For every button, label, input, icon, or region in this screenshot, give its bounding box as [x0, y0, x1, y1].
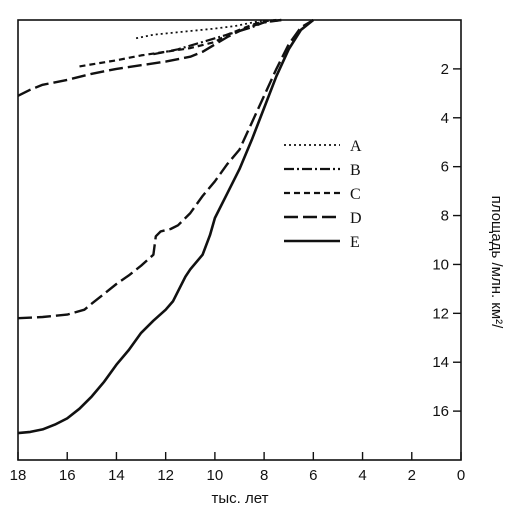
series-line-unlabeled	[17, 18, 314, 320]
x-tick-label: 18	[10, 467, 27, 484]
legend-label-b: B	[350, 162, 361, 179]
y-tick-label: 8	[441, 208, 449, 225]
plot-frame	[17, 19, 462, 461]
x-tick-label: 14	[108, 467, 125, 484]
series-line-e	[17, 18, 315, 435]
x-tick-label: 0	[457, 467, 465, 484]
x-axis-title: тыс. лет	[212, 490, 269, 507]
x-tick-label: 6	[309, 467, 317, 484]
x-tick-label: 2	[408, 467, 416, 484]
y-tick-label: 6	[441, 159, 449, 176]
y-tick-label: 16	[432, 403, 449, 420]
y-tick-label: 10	[432, 256, 449, 273]
x-tick-label: 10	[207, 467, 224, 484]
x-tick-label: 8	[260, 467, 268, 484]
y-tick-label: 2	[441, 61, 449, 78]
legend-label-d: D	[350, 210, 362, 227]
legend-label-c: C	[350, 186, 361, 203]
x-tick-label: 12	[157, 467, 174, 484]
x-tick-label: 4	[358, 467, 366, 484]
y-tick-label: 12	[432, 305, 449, 322]
x-tick-label: 16	[59, 467, 76, 484]
series-line-d	[17, 18, 282, 97]
y-axis-title: площадь /млн. км²/	[488, 196, 505, 330]
legend-label-a: A	[350, 138, 362, 155]
y-tick-label: 14	[432, 354, 449, 371]
legend-label-e: E	[350, 234, 360, 251]
series-line-b	[153, 18, 282, 56]
y-tick-label: 4	[441, 110, 449, 127]
